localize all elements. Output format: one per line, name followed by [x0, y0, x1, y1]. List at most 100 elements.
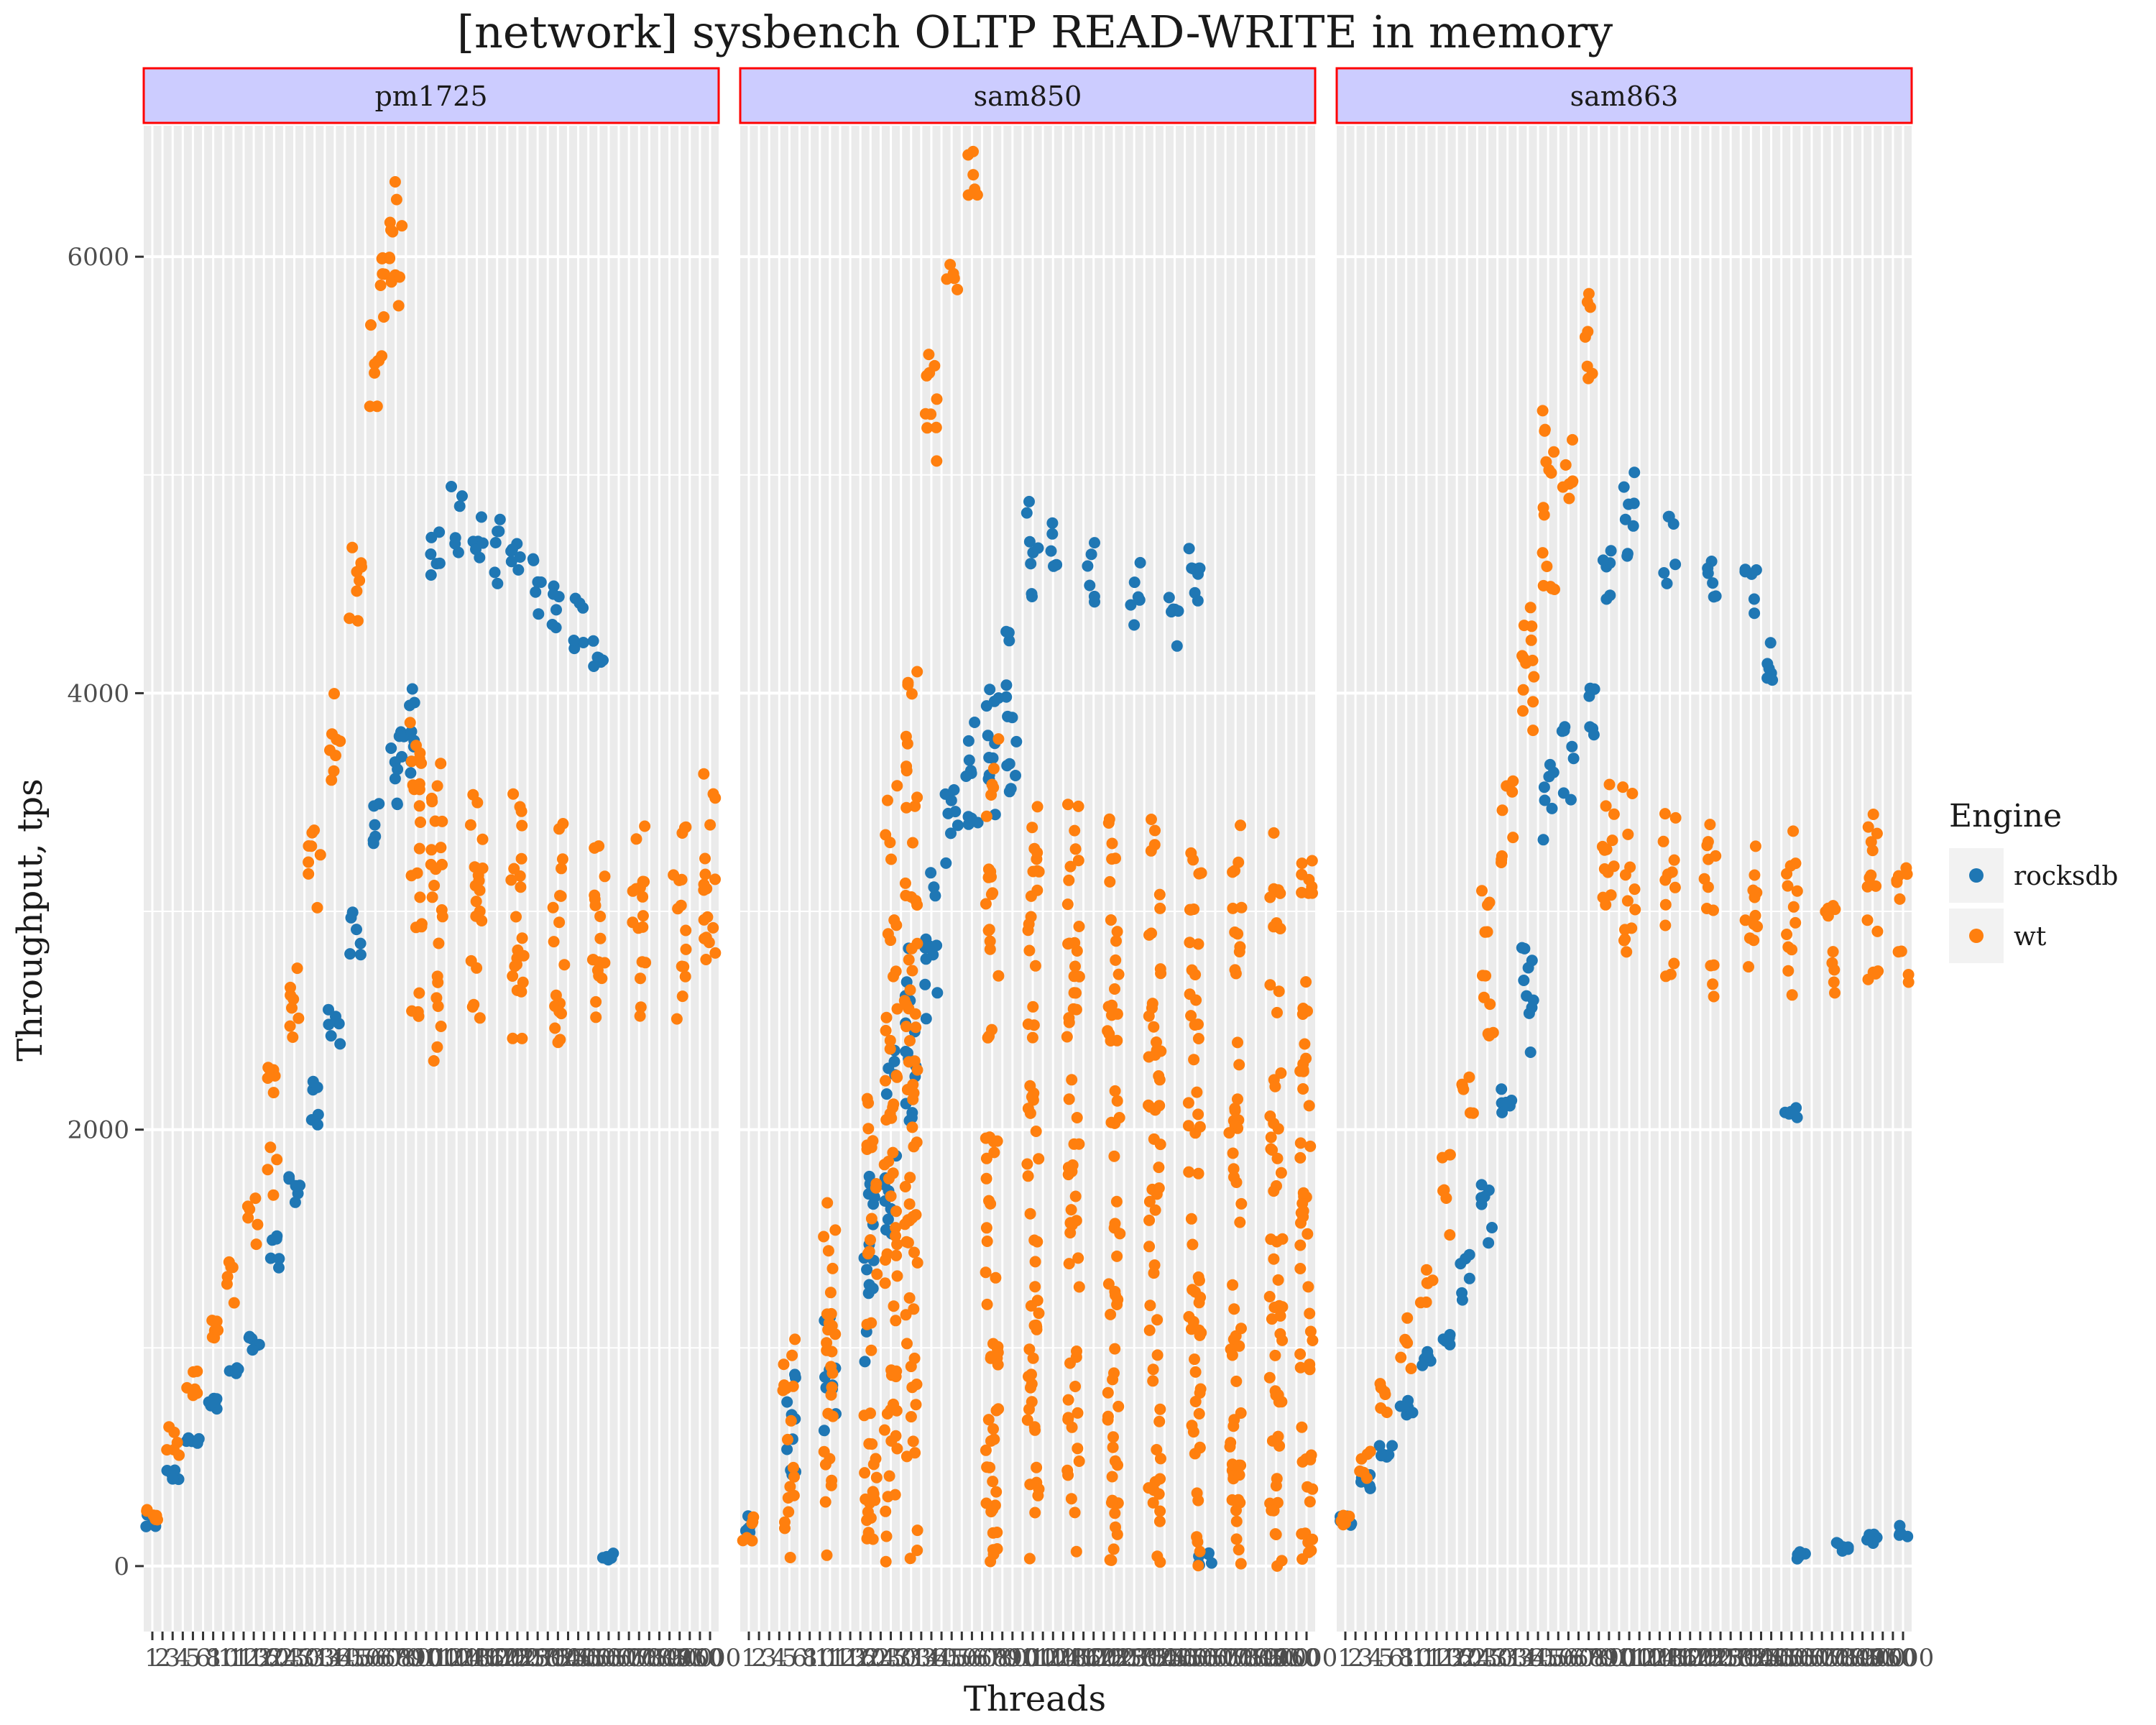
point-wt: [980, 1152, 992, 1164]
point-wt: [1224, 1440, 1236, 1453]
point-wt: [639, 820, 651, 832]
point-wt: [1107, 1441, 1119, 1453]
point-wt: [884, 837, 896, 849]
point-wt: [818, 1445, 830, 1458]
point-rocksdb: [1163, 592, 1175, 604]
point-wt: [829, 1224, 842, 1236]
point-wt: [880, 1075, 891, 1087]
point-wt: [1748, 934, 1760, 947]
point-wt: [1669, 811, 1682, 824]
point-wt: [1539, 425, 1551, 437]
point-rocksdb: [453, 500, 466, 512]
point-wt: [413, 783, 425, 796]
point-wt: [1710, 850, 1722, 862]
point-wt: [1109, 1455, 1121, 1467]
point-wt: [1303, 1100, 1315, 1112]
x-tick-label: 31: [299, 1644, 330, 1673]
x-tick-label: 30: [1482, 1644, 1513, 1673]
x-tick-label: 700: [1819, 1644, 1866, 1673]
point-wt: [465, 954, 477, 967]
y-axis-title: Throughput, tps: [10, 778, 50, 1061]
point-wt: [673, 874, 686, 886]
point-wt: [680, 943, 692, 955]
point-wt: [779, 1516, 791, 1528]
point-wt: [888, 914, 900, 926]
point-wt: [821, 1197, 834, 1209]
point-wt: [1026, 822, 1038, 834]
point-wt: [884, 1043, 896, 1055]
point-wt: [515, 805, 528, 817]
point-rocksdb: [1558, 724, 1570, 737]
point-wt: [985, 865, 997, 878]
x-tick-label: 70: [390, 1644, 421, 1673]
point-wt: [1026, 1091, 1038, 1103]
point-wt: [1659, 919, 1672, 932]
point-wt: [987, 763, 1000, 775]
point-wt: [900, 801, 913, 814]
point-wt: [885, 1190, 897, 1202]
x-tick-label: 500: [1181, 1644, 1228, 1673]
point-wt: [515, 881, 527, 893]
point-wt: [1541, 561, 1553, 572]
point-wt: [303, 856, 315, 868]
point-wt: [885, 1112, 898, 1124]
x-tick-label: 30: [289, 1644, 320, 1673]
point-wt: [883, 1156, 895, 1167]
point-wt: [967, 145, 979, 157]
point-wt: [379, 268, 391, 280]
point-wt: [907, 1093, 919, 1105]
point-rocksdb: [1455, 1258, 1467, 1270]
point-wt: [303, 840, 315, 852]
point-wt: [412, 1006, 424, 1018]
point-rocksdb: [1000, 679, 1013, 691]
point-wt: [1268, 1253, 1280, 1265]
point-rocksdb: [392, 763, 404, 776]
point-rocksdb: [1496, 1106, 1508, 1118]
point-wt: [1031, 801, 1044, 813]
point-wt: [1305, 1449, 1317, 1461]
x-tick-label: 4: [1368, 1644, 1384, 1673]
point-wt: [1106, 837, 1118, 850]
point-wt: [271, 1154, 283, 1166]
point-wt: [900, 765, 913, 777]
panel-sam850: sam8501234568101112131620242530313336404…: [737, 67, 1337, 1673]
point-wt: [1901, 868, 1913, 880]
point-wt: [547, 901, 559, 914]
point-wt: [906, 942, 918, 954]
x-tick-label: 140: [1646, 1644, 1693, 1673]
point-wt: [1271, 1152, 1284, 1164]
point-wt: [899, 1181, 911, 1192]
point-rocksdb: [928, 881, 940, 893]
point-wt: [1063, 1093, 1075, 1105]
point-wt: [671, 1013, 683, 1025]
x-tick-label: 3: [761, 1644, 777, 1673]
x-tick-label: 16: [1442, 1644, 1473, 1673]
point-rocksdb: [1089, 537, 1100, 549]
point-wt: [1061, 1464, 1074, 1476]
point-wt: [991, 1135, 1003, 1147]
point-wt: [1230, 1533, 1243, 1545]
x-tick-label: 25: [875, 1644, 906, 1673]
point-wt: [1265, 1131, 1277, 1144]
strip-label: sam850: [974, 80, 1082, 112]
point-rocksdb: [1134, 556, 1146, 569]
point-wt: [891, 1003, 903, 1015]
point-wt: [989, 1499, 1001, 1512]
point-rocksdb: [475, 511, 487, 523]
point-wt: [286, 1002, 298, 1014]
x-tick-label: 10: [1401, 1644, 1432, 1673]
point-wt: [1102, 1410, 1114, 1422]
point-wt: [1062, 1412, 1074, 1424]
x-tick-label: 12: [1421, 1644, 1452, 1673]
point-wt: [1233, 1059, 1245, 1071]
x-tick-label: 140: [1050, 1644, 1097, 1673]
point-wt: [1307, 1483, 1319, 1495]
x-tick-label: 900: [666, 1644, 713, 1673]
point-wt: [887, 1167, 899, 1179]
point-wt: [1107, 1543, 1120, 1555]
point-wt: [1063, 874, 1075, 886]
point-wt: [1153, 1415, 1166, 1427]
x-tick-label: 13: [1431, 1644, 1462, 1673]
point-rocksdb: [405, 725, 418, 737]
point-wt: [1148, 1259, 1161, 1271]
